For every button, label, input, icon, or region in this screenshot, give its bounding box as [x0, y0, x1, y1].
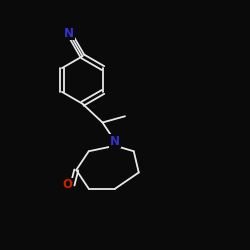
Text: O: O — [62, 178, 72, 192]
Text: N: N — [64, 26, 74, 40]
Text: N: N — [110, 135, 120, 148]
